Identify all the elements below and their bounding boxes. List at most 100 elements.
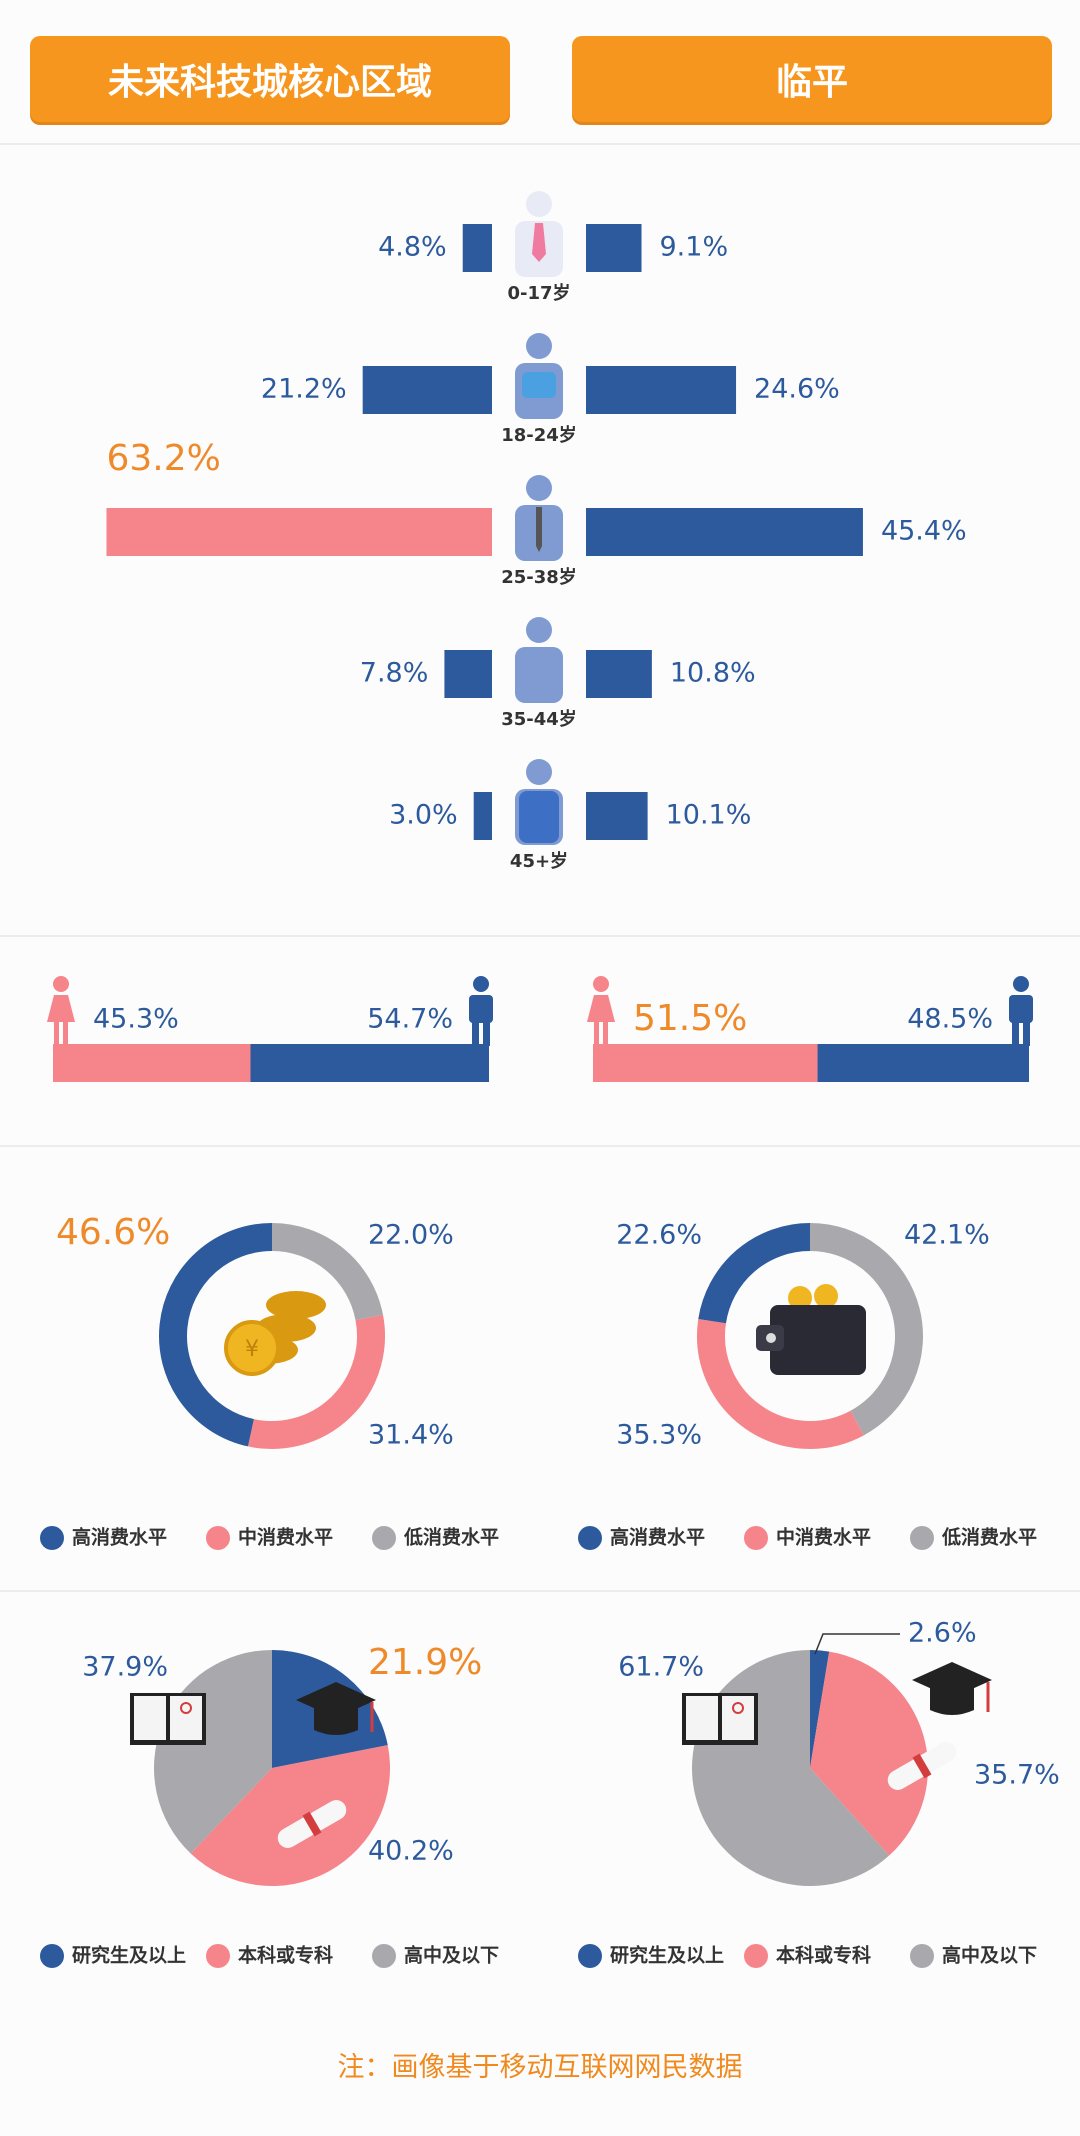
tab-region-left[interactable]: 未来科技城核心区域 xyxy=(30,36,510,122)
gender-label-female: 51.5% xyxy=(633,998,747,1039)
donut-label: 22.6% xyxy=(616,1220,702,1251)
age-bar-right xyxy=(586,224,642,272)
donut-segment xyxy=(809,1223,923,1436)
person-head xyxy=(526,475,552,501)
book-mark xyxy=(180,1702,192,1714)
person-head xyxy=(526,191,552,217)
legend-swatch xyxy=(372,1526,396,1550)
age-bar-left xyxy=(462,224,492,272)
divider xyxy=(0,1590,1080,1592)
pie-label: 40.2% xyxy=(368,1836,454,1867)
wallet-body xyxy=(770,1305,866,1375)
gender-bar-male xyxy=(817,1044,1029,1082)
legend-swatch xyxy=(206,1526,230,1550)
age-bar-right xyxy=(586,366,737,414)
wallet-coin xyxy=(788,1286,812,1310)
person-icon xyxy=(515,759,563,845)
legend-label: 高消费水平 xyxy=(72,1526,167,1549)
age-category-label: 25-38岁 xyxy=(501,566,577,588)
legend-swatch xyxy=(578,1526,602,1550)
donut-segment xyxy=(271,1223,383,1321)
woman-leg xyxy=(594,1022,599,1044)
graduation-cap-icon xyxy=(296,1682,376,1735)
woman-icon xyxy=(587,976,615,1044)
donut-segment xyxy=(698,1223,811,1324)
legend-swatch xyxy=(372,1944,396,1968)
donut-segment xyxy=(159,1223,273,1447)
age-label-left: 7.8% xyxy=(360,658,429,689)
donut-label: 22.0% xyxy=(368,1220,454,1251)
donut-segment xyxy=(248,1314,385,1449)
age-bar-left xyxy=(444,650,492,698)
coins-icon: ¥ xyxy=(224,1291,326,1376)
tie-shape xyxy=(536,507,542,552)
legend-label: 研究生及以上 xyxy=(72,1944,186,1967)
yen-glyph: ¥ xyxy=(245,1337,259,1362)
man-leg xyxy=(1023,1022,1030,1046)
age-label-right: 9.1% xyxy=(660,232,729,263)
woman-leg xyxy=(603,1022,608,1044)
person-body-dark xyxy=(519,791,559,843)
legend-label: 中消费水平 xyxy=(238,1526,333,1549)
man-leg xyxy=(472,1022,479,1046)
pie-slice xyxy=(190,1745,390,1886)
woman-head xyxy=(53,976,69,992)
diploma-ribbon xyxy=(302,1811,322,1837)
age-label-right: 45.4% xyxy=(881,516,967,547)
chart-canvas: 4.8% 9.1% 0-17岁 21.2% 24.6% 18-24岁 63.2% 45.4% 2… xyxy=(40,191,1060,1968)
wallet-coin xyxy=(814,1284,838,1308)
woman-head xyxy=(593,976,609,992)
footer-note: 注：画像基于移动互联网网民数据 xyxy=(337,2052,743,2083)
legend-label: 高中及以下 xyxy=(404,1944,499,1967)
person-icon xyxy=(515,191,563,277)
tab-region-right[interactable]: 临平 xyxy=(572,36,1052,122)
age-category-label: 45+岁 xyxy=(510,850,568,872)
legend-label: 高消费水平 xyxy=(610,1526,705,1549)
age-label-right: 10.1% xyxy=(666,800,752,831)
woman-dress xyxy=(47,995,75,1022)
legend-swatch xyxy=(744,1944,768,1968)
pie-slice xyxy=(810,1651,928,1856)
gender-label-male: 48.5% xyxy=(907,1004,993,1035)
man-icon xyxy=(469,976,493,1046)
legend-label: 中消费水平 xyxy=(776,1526,871,1549)
woman-leg xyxy=(63,1022,68,1044)
cap-base xyxy=(930,1688,974,1715)
legend-label: 低消费水平 xyxy=(403,1526,499,1549)
coin-face xyxy=(224,1320,280,1376)
man-leg xyxy=(483,1022,490,1046)
gender-bar-female xyxy=(53,1044,251,1082)
book-icon xyxy=(682,1693,758,1745)
woman-dress xyxy=(587,995,615,1022)
legend-swatch xyxy=(910,1526,934,1550)
gender-bar-female xyxy=(593,1044,818,1082)
woman-icon xyxy=(47,976,75,1044)
gender-label-male: 54.7% xyxy=(367,1004,453,1035)
man-head xyxy=(1013,976,1029,992)
man-icon xyxy=(1009,976,1033,1046)
pie-label: 21.9% xyxy=(368,1642,482,1683)
legend-swatch xyxy=(206,1944,230,1968)
person-head xyxy=(526,617,552,643)
graduation-cap-icon xyxy=(912,1662,992,1715)
age-category-label: 35-44岁 xyxy=(501,708,577,730)
pie-slice xyxy=(810,1650,830,1768)
age-bar-left xyxy=(473,792,492,840)
legend-swatch xyxy=(910,1944,934,1968)
wallet-button xyxy=(766,1333,776,1343)
age-label-left: 21.2% xyxy=(261,374,347,405)
backpack-shape xyxy=(522,372,556,398)
donut-label: 35.3% xyxy=(616,1420,702,1451)
diploma-icon xyxy=(887,1742,957,1790)
man-body xyxy=(1009,995,1033,1023)
book-page xyxy=(134,1696,166,1740)
coin-stack xyxy=(266,1291,326,1319)
legend-label: 低消费水平 xyxy=(941,1526,1037,1549)
gender-bar-male xyxy=(250,1044,489,1082)
book-mark xyxy=(732,1702,744,1714)
divider xyxy=(0,935,1080,937)
age-label-left: 4.8% xyxy=(378,232,447,263)
legend-swatch xyxy=(578,1944,602,1968)
woman-leg xyxy=(54,1022,59,1044)
person-head xyxy=(526,759,552,785)
